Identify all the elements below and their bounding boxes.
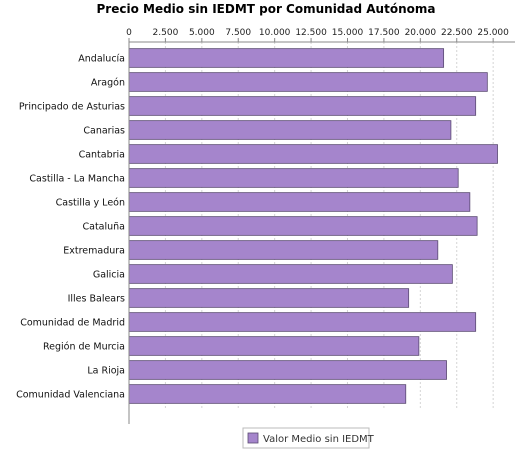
x-tick-label: 25.000 [477, 28, 509, 38]
bar [128, 72, 488, 92]
category-label: Galicia [93, 270, 125, 281]
bar [128, 240, 439, 260]
bar [128, 192, 471, 212]
category-label: Canarias [83, 126, 125, 137]
bar [128, 336, 420, 356]
x-tick-label: 22.500 [441, 28, 473, 38]
category-label: Cantabria [79, 150, 125, 161]
bar [128, 144, 498, 164]
bar [128, 120, 452, 140]
legend: Valor Medio sin IEDMT [242, 427, 375, 449]
x-tick-label: 20.000 [405, 28, 437, 38]
bar [128, 312, 477, 332]
category-label: Aragón [91, 78, 125, 89]
x-tick-label: 15.000 [332, 28, 364, 38]
category-label: Castilla y León [56, 198, 125, 209]
x-tick-label: 17.500 [368, 28, 400, 38]
bar [128, 360, 447, 380]
bar [128, 384, 407, 404]
category-label: Comunidad Valenciana [16, 390, 125, 401]
x-tick-label: 10.000 [259, 28, 291, 38]
y-axis-labels: Andalucía Aragón Principado de Asturias Can… [16, 54, 125, 401]
bar [128, 48, 445, 68]
x-tick-label: 0 [126, 28, 132, 38]
category-label: Andalucía [78, 54, 125, 65]
bar [128, 288, 410, 308]
category-label: Región de Murcia [43, 342, 125, 353]
chart-title: Precio Medio sin IEDMT por Comunidad Aut… [97, 2, 436, 16]
bars [128, 48, 498, 404]
legend-box [242, 427, 370, 449]
bar [128, 264, 453, 284]
legend-swatch [247, 432, 259, 444]
category-label: Extremadura [63, 246, 125, 257]
category-label: Comunidad de Madrid [20, 318, 125, 329]
x-tick-label: 7.500 [225, 28, 251, 38]
x-tick-label: 5.000 [189, 28, 215, 38]
bar [128, 216, 478, 236]
category-label: Illes Balears [68, 294, 125, 305]
x-tick-label: 2.500 [153, 28, 179, 38]
category-label: Castilla - La Mancha [29, 174, 125, 185]
bar [128, 96, 477, 116]
x-axis-ticks: 0 2.500 5.000 7.500 10.000 12.500 15.000 17.500… [126, 28, 509, 42]
bar [128, 168, 459, 188]
category-label: Principado de Asturias [19, 102, 125, 113]
x-tick-label: 12.500 [295, 28, 327, 38]
axes [128, 41, 515, 424]
category-label: Cataluña [82, 222, 125, 233]
legend-label: Valor Medio sin IEDMT [263, 434, 375, 445]
category-label: La Rioja [87, 366, 125, 377]
